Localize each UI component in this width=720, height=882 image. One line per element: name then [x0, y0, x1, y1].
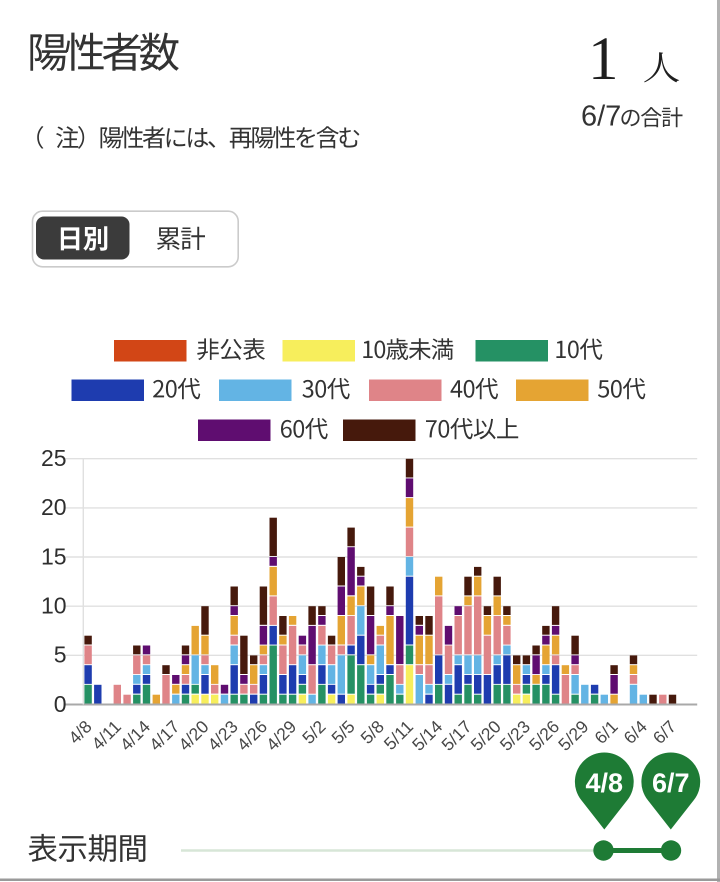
svg-text:10: 10: [41, 593, 67, 619]
svg-text:6/7: 6/7: [652, 768, 690, 798]
svg-text:25: 25: [41, 445, 67, 471]
svg-text:4/8: 4/8: [586, 768, 624, 798]
svg-text:1: 1: [588, 26, 619, 93]
svg-text:0: 0: [54, 691, 67, 717]
svg-text:6/7: 6/7: [581, 101, 621, 133]
svg-text:5: 5: [54, 642, 67, 668]
svg-text:20: 20: [41, 494, 67, 520]
svg-text:15: 15: [41, 543, 67, 569]
